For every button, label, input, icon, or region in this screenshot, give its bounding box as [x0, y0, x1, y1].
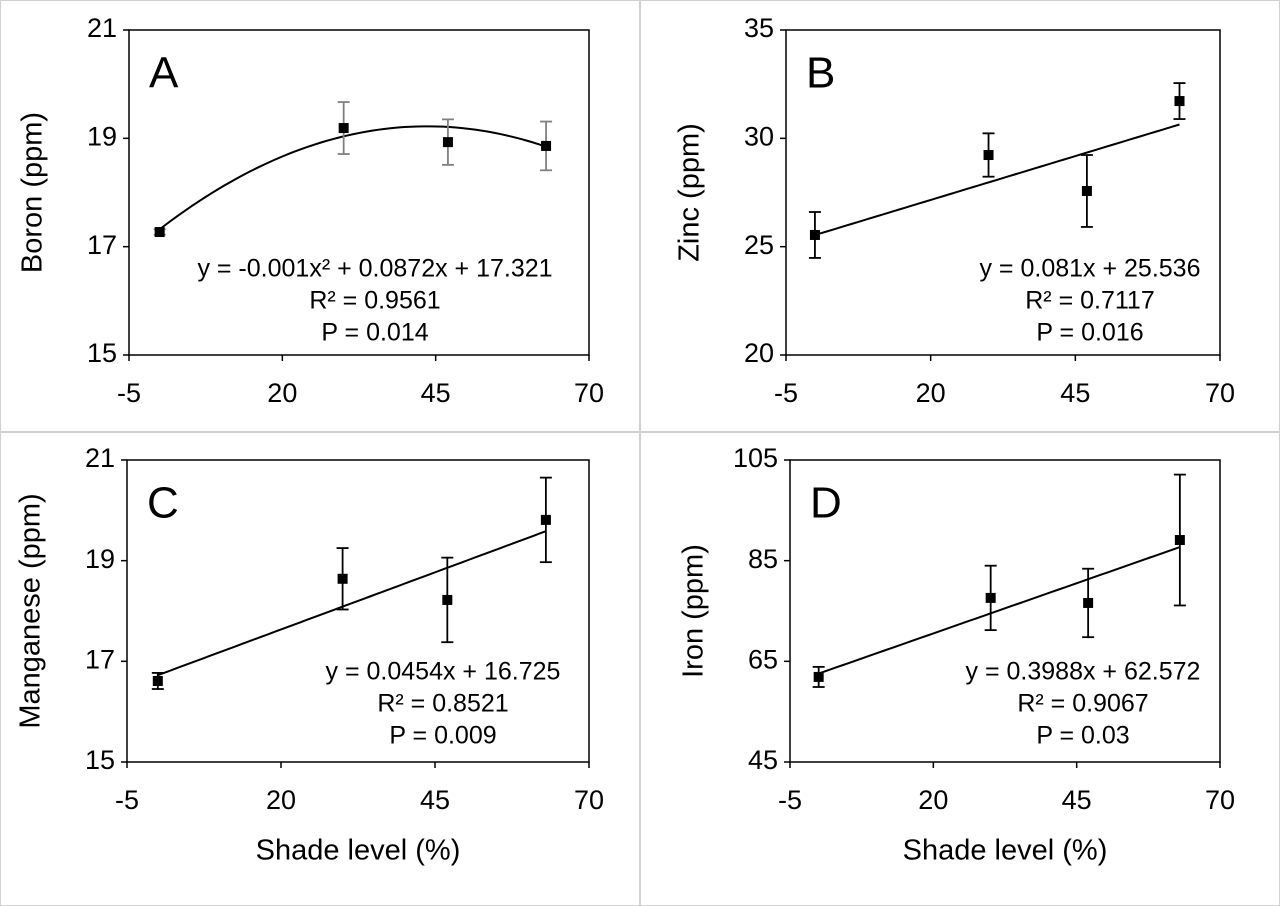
data-point — [983, 150, 994, 161]
data-point — [1174, 96, 1185, 107]
x-tick-label: 45 — [420, 785, 450, 815]
data-point — [540, 514, 551, 525]
y-tick-label: 21 — [85, 443, 115, 473]
panel-label: A — [149, 49, 179, 98]
annotation: y = 0.0454x + 16.725 — [326, 658, 561, 686]
y-tick-label: 17 — [87, 230, 117, 260]
data-point — [338, 123, 349, 134]
x-tick-label: -5 — [778, 785, 802, 815]
plot-frame — [785, 29, 1221, 356]
panel-label: C — [147, 479, 179, 528]
data-point — [809, 229, 820, 240]
x-axis-label: Shade level (%) — [256, 835, 461, 867]
y-tick-label: 15 — [87, 338, 117, 368]
y-tick-label: 15 — [85, 745, 115, 775]
y-tick-label: 105 — [733, 443, 778, 473]
data-point — [442, 137, 453, 148]
panel-label: B — [806, 49, 835, 98]
plot-frame — [789, 459, 1221, 763]
y-tick-label: 85 — [748, 544, 778, 574]
y-tick-label: 35 — [744, 13, 774, 43]
y-axis-label: Zinc (ppm) — [674, 123, 706, 262]
annotation: y = 0.081x + 25.536 — [979, 255, 1200, 283]
y-tick-label: 20 — [744, 338, 774, 368]
x-axis-label: Shade level (%) — [903, 835, 1108, 867]
data-point — [337, 573, 348, 584]
data-point — [154, 227, 165, 238]
annotation: R² = 0.9561 — [309, 287, 440, 315]
data-point — [152, 675, 163, 686]
x-tick-label: 20 — [266, 785, 296, 815]
y-tick-label: 19 — [87, 121, 117, 151]
annotation: P = 0.014 — [321, 319, 428, 347]
trendline — [814, 123, 1180, 237]
data-point — [1081, 185, 1092, 196]
x-tick-label: 20 — [267, 378, 297, 408]
y-tick-label: 25 — [744, 230, 774, 260]
x-tick-label: 70 — [1205, 378, 1235, 408]
y-tick-label: 19 — [85, 544, 115, 574]
x-tick-label: -5 — [115, 785, 139, 815]
trendline — [818, 546, 1181, 675]
y-axis-label: Iron (ppm) — [678, 544, 710, 678]
x-tick-label: 70 — [1205, 785, 1235, 815]
annotation: y = -0.001x² + 0.0872x + 17.321 — [197, 255, 552, 283]
annotation: P = 0.016 — [1036, 319, 1143, 347]
x-tick-label: 45 — [421, 378, 451, 408]
x-tick-label: 45 — [1062, 785, 1092, 815]
x-tick-label: 70 — [574, 785, 604, 815]
annotation: P = 0.009 — [389, 722, 496, 750]
data-point — [442, 594, 453, 605]
x-tick-label: -5 — [117, 378, 141, 408]
y-tick-label: 45 — [748, 745, 778, 775]
data-point — [985, 592, 996, 603]
data-point — [541, 140, 552, 151]
panel-label: D — [810, 479, 842, 528]
y-tick-label: 65 — [748, 644, 778, 674]
data-point — [813, 671, 824, 682]
plot-frame — [128, 29, 590, 356]
trendline — [159, 125, 547, 231]
y-axis-label: Boron (ppm) — [17, 112, 49, 273]
y-axis-label: Manganese (ppm) — [15, 493, 47, 728]
annotation: P = 0.03 — [1036, 722, 1129, 750]
annotation: y = 0.3988x + 62.572 — [966, 658, 1201, 686]
data-point — [1174, 535, 1185, 546]
trendline — [157, 530, 547, 677]
annotation: R² = 0.9067 — [1017, 690, 1148, 718]
x-tick-label: -5 — [774, 378, 798, 408]
y-tick-label: 17 — [85, 644, 115, 674]
y-tick-label: 21 — [87, 13, 117, 43]
x-tick-label: 45 — [1060, 378, 1090, 408]
plot-frame — [126, 459, 590, 763]
x-tick-label: 20 — [918, 785, 948, 815]
annotation: R² = 0.8521 — [377, 690, 508, 718]
annotation: R² = 0.7117 — [1025, 287, 1154, 315]
data-point — [1083, 597, 1094, 608]
y-tick-label: 30 — [744, 121, 774, 151]
x-tick-label: 70 — [574, 378, 604, 408]
x-tick-label: 20 — [916, 378, 946, 408]
